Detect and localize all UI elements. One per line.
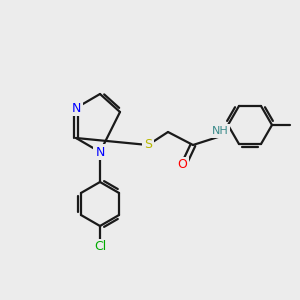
Text: N: N [71, 101, 81, 115]
Text: Cl: Cl [94, 241, 106, 254]
Text: NH: NH [212, 126, 228, 136]
Text: S: S [144, 139, 152, 152]
Text: O: O [177, 158, 187, 172]
Text: N: N [95, 146, 105, 158]
